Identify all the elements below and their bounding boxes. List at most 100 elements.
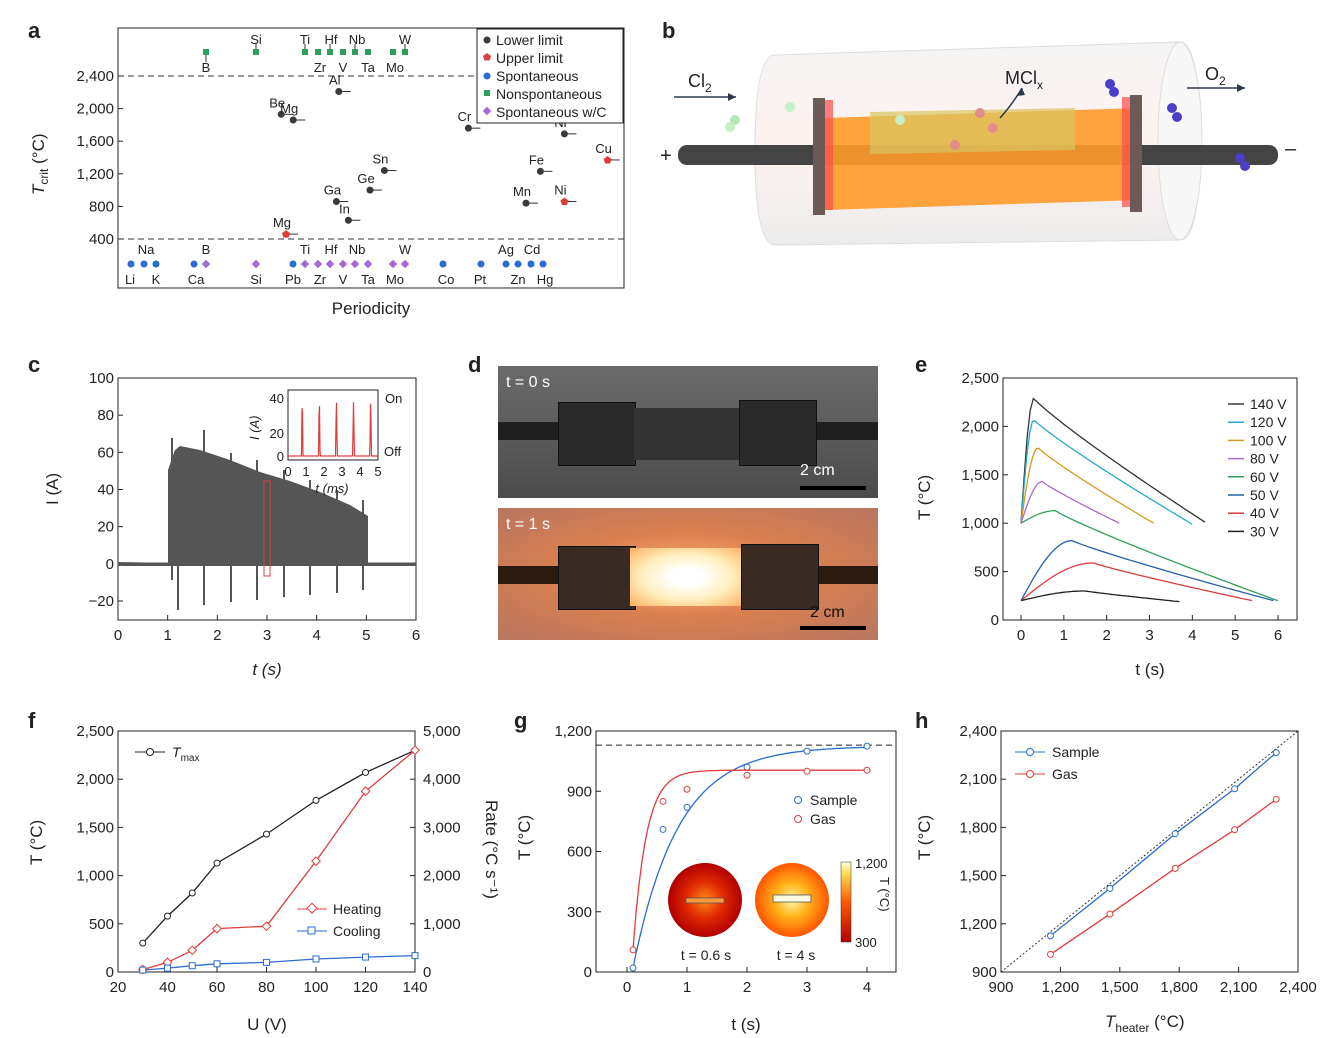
legend-label: 60 V [1250, 469, 1279, 485]
h-xtick-label: 1,800 [1160, 979, 1198, 996]
h-xtick-label: 1,200 [1042, 979, 1080, 996]
panel-a-ylabel: Tcrit (°C) [29, 133, 51, 195]
f-ytick-label: 2,000 [76, 771, 114, 788]
g-xtick-label: 3 [803, 979, 811, 996]
f-y2tick-label: 5,000 [423, 723, 461, 740]
panel-g-ylabel: T (°C) [515, 815, 534, 860]
h-xtick-label: 900 [988, 979, 1013, 996]
gas-point [743, 771, 751, 779]
panel-a-points: BeMgAlGaInGeSnCrFeMnNiMgPdCuNi [269, 72, 620, 238]
svg-text:Gas: Gas [810, 811, 836, 827]
a-ytick-label: 800 [89, 198, 114, 215]
c-xtick-label: 4 [312, 627, 320, 644]
gas-point [803, 767, 811, 775]
panel-f-ylabel2: Rate (°C s⁻¹) [482, 800, 501, 899]
point-label-ga: Ga [324, 183, 342, 198]
inset-xlabel: t (ms) [315, 481, 348, 496]
g-xtick-label: 0 [623, 979, 631, 996]
c-xtick-label: 6 [412, 627, 420, 644]
svg-text:Zr: Zr [314, 272, 327, 287]
point-label-cu: Cu [595, 141, 612, 156]
heating-point [261, 921, 272, 932]
e-xtick-label: 6 [1274, 627, 1282, 644]
panel-e-legend: 140 V 120 V 100 V 80 V 60 V 50 V 40 V 30 V [1228, 396, 1287, 539]
cooling-point [139, 966, 147, 974]
panel-a-spont-row [127, 259, 547, 269]
panel-c-ylabel: I (A) [43, 473, 62, 505]
heating-point [212, 923, 222, 934]
svg-text:Ti: Ti [300, 32, 310, 47]
panel-label-c: c [28, 352, 40, 377]
panel-f-xlabel: U (V) [247, 1015, 287, 1034]
point-label-fe: Fe [529, 152, 544, 167]
point-cu [603, 155, 612, 164]
series-line-sample [632, 746, 868, 969]
gas-point [683, 785, 691, 793]
panel-h-xlabel: Theater (°C) [1105, 1012, 1185, 1035]
svg-text:Upper limit: Upper limit [496, 50, 563, 66]
panel-a-nonspont-row [203, 44, 408, 62]
series-line-tmax [142, 749, 416, 944]
e-ytick-label: 1,000 [961, 515, 999, 532]
f-y2tick-label: 1,000 [423, 916, 461, 933]
series-line-gas [632, 769, 867, 950]
svg-text:Spontaneous: Spontaneous [496, 68, 579, 84]
legend-label: 50 V [1250, 487, 1279, 503]
inset-on-label: On [385, 391, 402, 406]
legend-label: 140 V [1250, 396, 1287, 412]
a-ytick-label: 1,200 [76, 166, 114, 183]
series-line-gas [1050, 798, 1277, 955]
svg-text:Heating: Heating [333, 901, 381, 917]
svg-text:Nb: Nb [349, 32, 366, 47]
g-ytick-label: 300 [567, 904, 592, 921]
svg-text:Li: Li [125, 272, 135, 287]
panel-e-lines [1020, 397, 1279, 603]
svg-text:V: V [339, 60, 348, 75]
e-xtick-label: 3 [1145, 627, 1153, 644]
point-in [344, 216, 352, 224]
inset-ytick-40: 40 [270, 391, 284, 406]
svg-text:Mo: Mo [386, 272, 404, 287]
panel-label-b: b [662, 18, 675, 43]
svg-text:Hf: Hf [325, 242, 338, 257]
g-xtick-label: 4 [863, 979, 871, 996]
photo-t0-scalebar [800, 486, 866, 490]
heating-point [187, 945, 198, 956]
gas-point [863, 766, 871, 774]
f-xtick-label: 120 [353, 979, 378, 996]
svg-text:Cooling: Cooling [333, 923, 380, 939]
inset-xtick-label: 2 [320, 464, 327, 479]
f-xtick-label: 80 [258, 979, 275, 996]
series-line-120v [1020, 420, 1193, 525]
cooling-point [312, 955, 320, 963]
f-ytick-label: 2,500 [76, 723, 114, 740]
point-ge [366, 186, 374, 194]
panel-e-xlabel: t (s) [1135, 660, 1164, 679]
point-sn [380, 167, 388, 175]
sample-point [1047, 932, 1054, 940]
colorbar-label: T (°C) [877, 877, 892, 912]
sample-point [1272, 749, 1280, 757]
svg-text:Pb: Pb [285, 272, 301, 287]
c-ytick-label: 20 [97, 519, 114, 536]
cl2-label: Cl2 [688, 71, 712, 95]
panel-label-g: g [514, 708, 527, 733]
svg-text:W: W [399, 242, 412, 257]
panel-a-bottom-labels: Na B Ti Hf Nb W Ag Cd Li K Ca Si Pb Zr V… [125, 242, 553, 287]
legend-label: 80 V [1250, 451, 1279, 467]
panel-c-signal [118, 430, 416, 610]
heating-point [360, 786, 371, 797]
gas-point [1272, 795, 1280, 803]
c-ytick-label: 100 [89, 370, 114, 387]
f-y2tick-label: 3,000 [423, 819, 461, 836]
svg-text:Nonspontaneous: Nonspontaneous [496, 86, 602, 102]
g-ytick-label: 0 [584, 964, 592, 981]
a-ytick-label: 2,400 [76, 68, 114, 85]
minus-sign: – [1285, 138, 1297, 160]
f-xtick-label: 140 [402, 979, 427, 996]
svg-text:Nb: Nb [349, 242, 366, 257]
h-xtick-label: 2,100 [1220, 979, 1258, 996]
c-ytick-label: −20 [89, 593, 114, 610]
